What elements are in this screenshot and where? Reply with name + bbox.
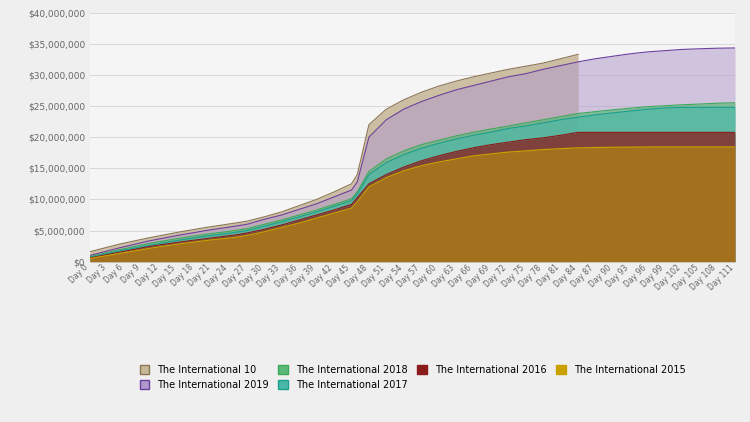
Legend: The International 10, The International 2019, The International 2018, The Intern: The International 10, The International … bbox=[136, 361, 689, 394]
